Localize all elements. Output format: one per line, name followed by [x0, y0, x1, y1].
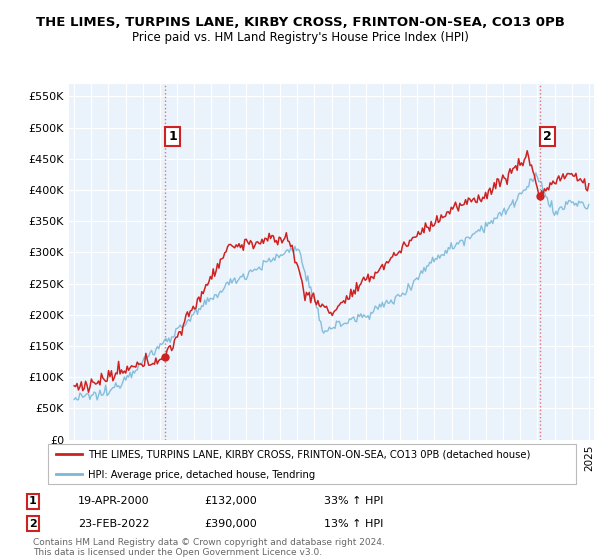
Text: 23-FEB-2022: 23-FEB-2022	[78, 519, 149, 529]
Text: 1: 1	[169, 130, 177, 143]
Text: 2: 2	[544, 130, 552, 143]
Text: HPI: Average price, detached house, Tendring: HPI: Average price, detached house, Tend…	[88, 470, 315, 480]
Text: Contains HM Land Registry data © Crown copyright and database right 2024.
This d: Contains HM Land Registry data © Crown c…	[33, 538, 385, 557]
Text: 2: 2	[29, 519, 37, 529]
Text: Price paid vs. HM Land Registry's House Price Index (HPI): Price paid vs. HM Land Registry's House …	[131, 31, 469, 44]
Text: £132,000: £132,000	[204, 496, 257, 506]
Text: THE LIMES, TURPINS LANE, KIRBY CROSS, FRINTON-ON-SEA, CO13 0PB (detached house): THE LIMES, TURPINS LANE, KIRBY CROSS, FR…	[88, 450, 530, 460]
Text: 33% ↑ HPI: 33% ↑ HPI	[324, 496, 383, 506]
Text: 13% ↑ HPI: 13% ↑ HPI	[324, 519, 383, 529]
Text: £390,000: £390,000	[204, 519, 257, 529]
Text: 19-APR-2000: 19-APR-2000	[78, 496, 149, 506]
FancyBboxPatch shape	[48, 444, 576, 484]
Text: 1: 1	[29, 496, 37, 506]
Text: THE LIMES, TURPINS LANE, KIRBY CROSS, FRINTON-ON-SEA, CO13 0PB: THE LIMES, TURPINS LANE, KIRBY CROSS, FR…	[35, 16, 565, 29]
